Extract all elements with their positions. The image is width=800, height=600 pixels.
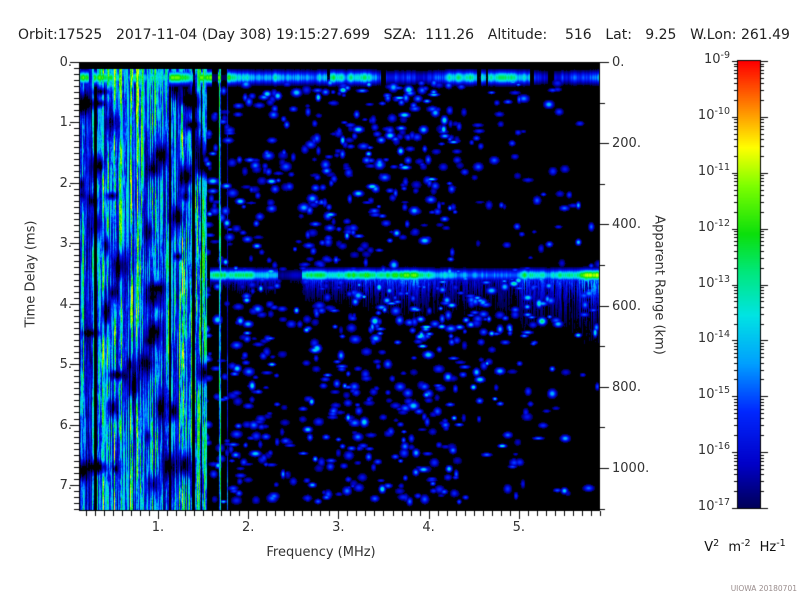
- y-tick-label: 1.: [59, 115, 72, 131]
- unit-m: m: [728, 540, 742, 555]
- colorbar-tick-label: 10-16: [697, 441, 730, 459]
- y2-tick-label: 0.: [612, 55, 625, 70]
- y2-tick-label: 400.: [612, 217, 641, 233]
- orbit-value: Orbit:17525: [18, 27, 103, 43]
- y2-tick-label: 1000.: [612, 460, 650, 476]
- latitude-value: Lat: 9.25: [605, 27, 677, 43]
- y2-tick-label: 200.: [612, 136, 641, 152]
- unit-hz: Hz: [759, 540, 777, 555]
- x-tick-label: 1.: [151, 520, 165, 535]
- colorbar-tick-label: 10-15: [697, 385, 730, 403]
- colorbar-units-label: V2 m-2 Hz-1: [690, 538, 800, 555]
- x-axis-title: Frequency (MHz): [266, 545, 376, 560]
- datetime-value: 2017-11-04 (Day 308) 19:15:27.699: [115, 27, 371, 43]
- y-tick-label: 2.: [59, 175, 72, 191]
- unit-v: V: [704, 540, 714, 555]
- header-info-bar: Orbit:17525 2017-11-04 (Day 308) 19:15:2…: [18, 27, 790, 43]
- watermark-text: UIOWA 20180701: [730, 584, 797, 593]
- unit-m-exp: -2: [741, 538, 751, 549]
- x-tick-label: 2.: [241, 520, 255, 535]
- sza-value: SZA: 111.26: [383, 27, 475, 43]
- colorbar-tick-label: 10-14: [697, 329, 730, 347]
- y-tick-label: 4.: [59, 296, 72, 312]
- y2-tick-label: 600.: [612, 298, 641, 314]
- x-tick-label: 4.: [422, 520, 435, 535]
- colorbar-tick-label: 10-11: [697, 161, 730, 179]
- x-tick-label: 5.: [512, 520, 525, 535]
- unit-hz-exp: -1: [776, 538, 786, 549]
- colorbar-tick-label: 10-10: [697, 105, 730, 123]
- wlon-value: W.Lon: 261.49: [690, 27, 790, 43]
- colorbar-tick-label: 10-12: [697, 217, 730, 235]
- x-tick-label: 3.: [332, 520, 345, 535]
- y2-tick-label: 800.: [612, 379, 641, 395]
- colorbar-tick-label: 10-17: [697, 497, 730, 514]
- colorbar-tick-label: 10-13: [697, 273, 730, 291]
- y-tick-label: 6.: [59, 417, 72, 433]
- y-tick-label: 5.: [59, 357, 72, 373]
- y-tick-label: 0.: [59, 55, 72, 70]
- y-tick-label: 3.: [59, 236, 72, 252]
- altitude-value: Altitude: 516: [487, 27, 592, 43]
- colorbar-tick-label: 10-9: [703, 50, 730, 67]
- unit-v-exp: 2: [713, 538, 720, 549]
- y-tick-label: 7.: [59, 478, 72, 493]
